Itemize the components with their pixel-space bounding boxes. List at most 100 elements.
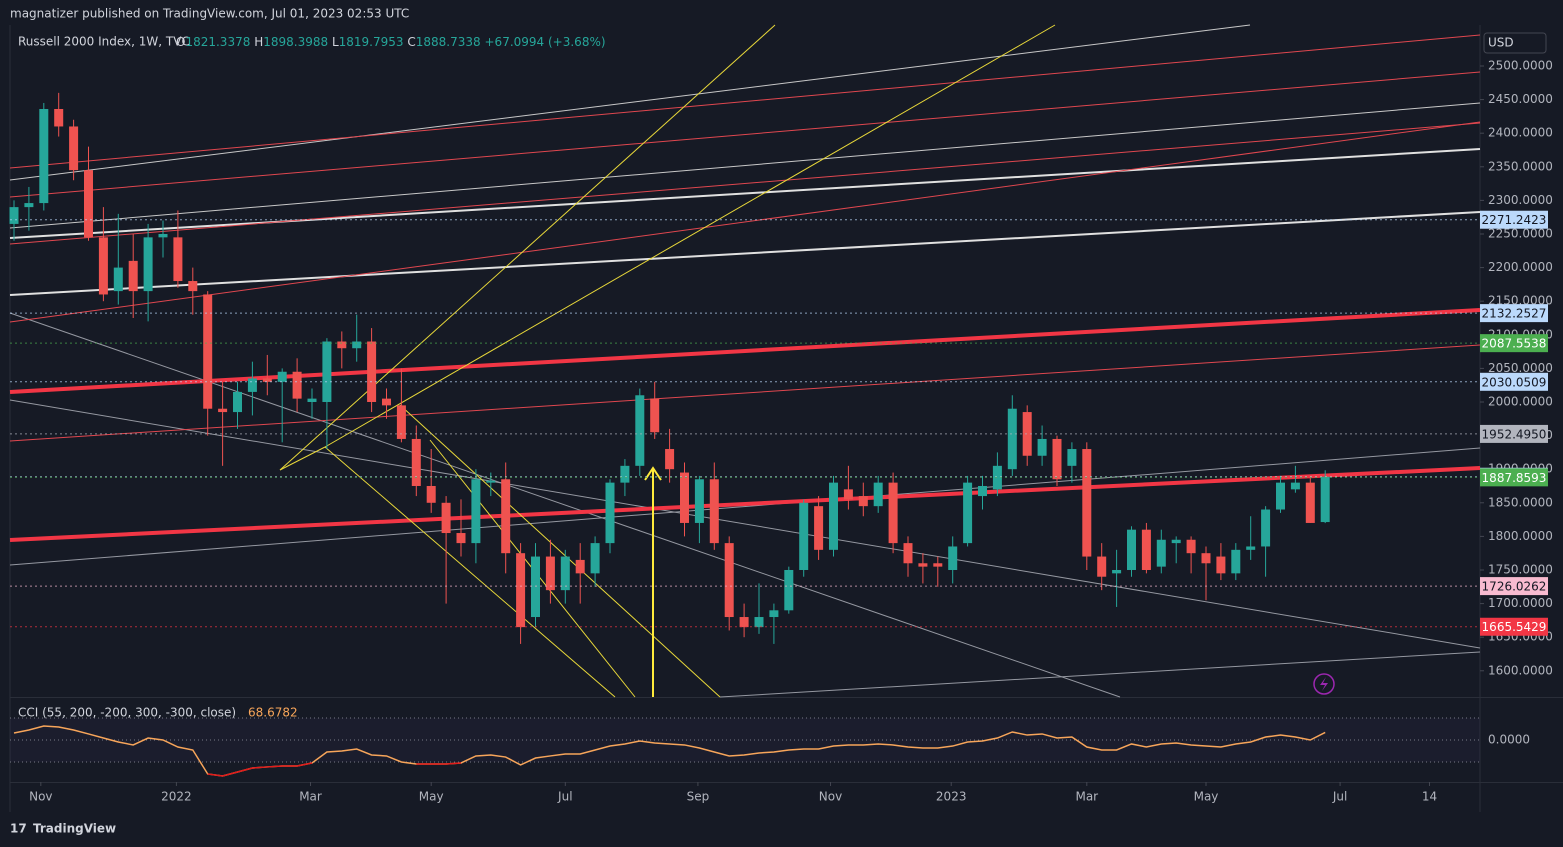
publisher: magnatizer published on TradingView.com,…	[10, 7, 409, 21]
x-tick-label: Jul	[557, 790, 572, 804]
y-tick-label: 1850.0000	[1488, 495, 1553, 509]
price-label: 2087.5538	[1482, 337, 1547, 351]
candle-body	[1127, 529, 1136, 570]
candle-body	[39, 109, 49, 204]
logo-mark: 𝟭𝟳	[10, 822, 27, 836]
legend-item: H	[254, 35, 263, 49]
candle-body	[173, 237, 183, 282]
y-tick-label: 2200.0000	[1488, 260, 1553, 274]
candle-body	[456, 533, 466, 544]
y-tick-label: 2000.0000	[1488, 394, 1553, 408]
price-label-badge	[1480, 577, 1548, 596]
candle-body	[1097, 556, 1107, 577]
candle-body	[113, 267, 123, 292]
candle-body	[471, 479, 481, 544]
trend-line	[9, 121, 1481, 323]
candle-body	[262, 378, 272, 382]
y-tick-label: 2050.0000	[1488, 361, 1553, 375]
legend-item: 1819.7953	[339, 35, 404, 49]
y-tick-label: 2500.0000	[1488, 58, 1553, 72]
candle-body	[575, 559, 585, 574]
x-tick-label: 14	[1422, 790, 1437, 804]
trend-line	[9, 344, 1481, 442]
candle-body	[1007, 408, 1017, 470]
candle-body	[1156, 539, 1166, 567]
candle-body	[441, 502, 451, 534]
candle-body	[486, 480, 496, 483]
trend-line	[9, 71, 1481, 198]
candle-body	[1052, 438, 1062, 480]
candle-body	[873, 482, 883, 507]
price-label-badge	[1480, 334, 1548, 353]
candle-body	[1276, 482, 1285, 510]
candle-body	[292, 371, 302, 399]
trend-line	[9, 102, 1481, 229]
legend-item: C	[407, 35, 415, 49]
y-tick-label: 2350.0000	[1488, 159, 1553, 173]
trend-line	[9, 34, 1481, 169]
candle-body	[1201, 553, 1211, 564]
candle-body	[501, 479, 511, 554]
candle-body	[382, 398, 391, 406]
candle-body	[1305, 482, 1315, 523]
trend-line	[9, 312, 1121, 698]
candle-body	[1261, 509, 1271, 547]
channel-line	[279, 446, 326, 471]
candle-body	[9, 207, 19, 224]
candle-body	[665, 449, 675, 470]
x-tick-label: 2023	[936, 790, 967, 804]
candle-body	[98, 237, 108, 295]
trend-line	[9, 447, 1481, 566]
trend-line	[719, 651, 1481, 698]
x-tick-label: Mar	[1075, 790, 1098, 804]
candle-body	[158, 233, 168, 238]
cci-line-oversold	[207, 762, 313, 777]
cci-line-oversold	[416, 762, 462, 765]
alert-icon[interactable]	[1313, 673, 1335, 695]
candle-body	[1171, 539, 1181, 544]
cci-value: 68.6782	[248, 706, 298, 720]
candle-body	[769, 610, 779, 618]
x-tick-label: Jul	[1332, 790, 1347, 804]
candle-body	[724, 543, 734, 618]
candle-body	[948, 546, 958, 570]
candle-body	[992, 465, 1002, 490]
candle-body	[1067, 449, 1077, 466]
candle-body	[888, 482, 898, 544]
candle-body	[367, 341, 377, 402]
y-tick-label: 1750.0000	[1488, 562, 1553, 576]
drawings	[9, 24, 1481, 698]
candle-body	[218, 408, 228, 413]
channel-line	[399, 404, 721, 698]
y-tick-label: 1700.0000	[1488, 596, 1553, 610]
x-tick-label: Nov	[819, 790, 842, 804]
candle-body	[933, 563, 943, 567]
candle-body	[337, 341, 347, 349]
trend-line	[9, 24, 1251, 181]
candle-body	[784, 569, 794, 611]
price-label-badge	[1480, 424, 1548, 443]
x-tick-label: May	[419, 790, 444, 804]
trend-line	[9, 148, 1481, 239]
candle-body	[620, 465, 630, 483]
candle-body	[694, 479, 704, 523]
currency-box[interactable]	[1483, 32, 1547, 54]
candle-body	[978, 485, 987, 497]
candle-body	[739, 617, 749, 628]
y-tick-label: 2300.0000	[1488, 193, 1553, 207]
candle-body	[814, 506, 824, 550]
candle-body	[307, 398, 317, 402]
y-tick-label: 2400.0000	[1488, 126, 1553, 140]
price-label-badge	[1480, 210, 1548, 229]
legend-item: O	[176, 35, 185, 49]
candle-body	[143, 237, 153, 292]
candle-body	[1290, 482, 1300, 490]
candle-body	[560, 556, 570, 591]
price-label: 1726.0262	[1482, 580, 1547, 594]
trend-line	[9, 211, 1481, 296]
candle-body	[203, 294, 213, 409]
legend-row: O1821.3378 H1898.3988 L1819.7953 C1888.7…	[176, 35, 606, 49]
candle-body	[128, 260, 138, 292]
candle-body	[322, 341, 332, 402]
